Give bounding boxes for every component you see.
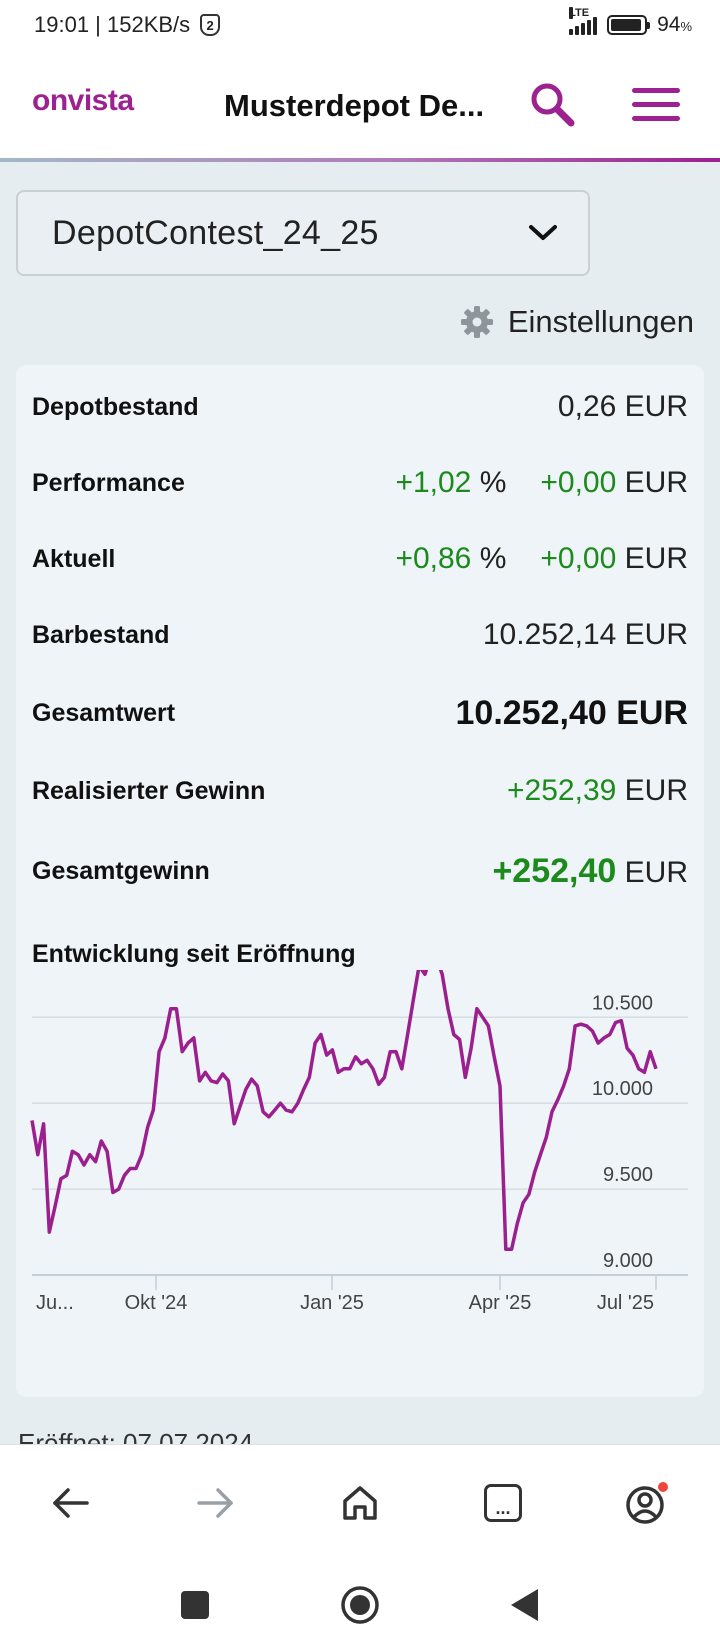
tabs-button[interactable]: ... <box>458 1445 548 1561</box>
depot-selected-value: DepotContest_24_25 <box>52 213 379 252</box>
profile-icon <box>626 1482 668 1524</box>
profile-button[interactable] <box>602 1445 692 1561</box>
search-button[interactable] <box>528 80 576 128</box>
y-tick-label: 10.500 <box>592 992 653 1014</box>
settings-link[interactable]: Einstellungen <box>460 304 694 340</box>
value-gesamtgewinn: +252,40 EUR <box>492 851 688 890</box>
row-depotbestand: Depotbestand 0,26 EUR <box>32 385 688 429</box>
system-back-button[interactable] <box>490 1570 560 1640</box>
y-tick-label: 9.500 <box>603 1164 653 1186</box>
row-performance: Performance +1,02 % +0,00 EUR <box>32 461 688 505</box>
value-aktuell: +0,86 % +0,00 EUR <box>395 542 688 575</box>
home-icon <box>343 1486 377 1520</box>
label-aktuell: Aktuell <box>32 544 116 573</box>
chart-title: Entwicklung seit Eröffnung <box>32 940 356 968</box>
battery-level: 94% <box>657 13 692 36</box>
value-depotbestand: 0,26 EUR <box>557 390 688 423</box>
forward-button[interactable] <box>170 1445 260 1561</box>
chevron-down-icon <box>529 225 557 240</box>
value-gesamtwert: 10.252,40 EUR <box>455 693 689 732</box>
home-button[interactable] <box>315 1445 405 1561</box>
system-home-button[interactable] <box>325 1570 395 1640</box>
battery-icon <box>607 15 651 35</box>
status-bar: 19:01 | 152KB/s 2 LTE 94% <box>0 0 720 50</box>
page-title: Musterdepot De... <box>224 88 485 123</box>
status-time-speed: 19:01 | 152KB/s <box>34 12 191 37</box>
x-tick-label: Jul '25 <box>597 1292 654 1314</box>
depot-dropdown[interactable]: DepotContest_24_25 <box>16 190 590 276</box>
system-home-icon <box>341 1586 379 1624</box>
forward-icon <box>197 1488 233 1518</box>
hamburger-menu-icon <box>632 88 680 121</box>
x-tick-label: Jan '25 <box>300 1292 364 1314</box>
row-aktuell: Aktuell +0,86 % +0,00 EUR <box>32 537 688 581</box>
recents-icon <box>181 1591 209 1619</box>
label-barbestand: Barbestand <box>32 620 170 649</box>
y-tick-label: 9.000 <box>603 1250 653 1272</box>
tabs-icon: ... <box>484 1484 522 1522</box>
label-gesamtwert: Gesamtwert <box>32 698 176 727</box>
y-tick-label: 10.000 <box>592 1078 653 1100</box>
app-header: onvista Musterdepot De... <box>0 50 720 162</box>
menu-button[interactable] <box>632 86 680 124</box>
x-tick-label: Okt '24 <box>125 1292 188 1314</box>
row-gesamtgewinn: Gesamtgewinn +252,40 EUR <box>32 849 688 893</box>
label-realisierter-gewinn: Realisierter Gewinn <box>32 776 266 805</box>
label-gesamtgewinn: Gesamtgewinn <box>32 856 210 885</box>
depot-summary-card: Depotbestand 0,26 EUR Performance +1,02 … <box>16 365 704 1397</box>
recents-button[interactable] <box>160 1570 230 1640</box>
search-icon <box>531 83 575 127</box>
system-nav-bar <box>0 1560 720 1650</box>
row-gesamtwert: Gesamtwert 10.252,40 EUR <box>32 691 688 735</box>
sim-slot-icon: 2 <box>200 14 221 36</box>
settings-label: Einstellungen <box>507 304 694 339</box>
performance-line <box>30 970 658 1251</box>
value-performance: +1,02 % +0,00 EUR <box>395 466 688 499</box>
x-tick-label: Ju... <box>36 1292 74 1314</box>
onvista-logo[interactable]: onvista <box>32 84 134 117</box>
back-icon <box>53 1488 89 1518</box>
label-depotbestand: Depotbestand <box>32 392 199 421</box>
row-realisierter-gewinn: Realisierter Gewinn +252,39 EUR <box>32 769 688 813</box>
row-barbestand: Barbestand 10.252,14 EUR <box>32 613 688 657</box>
system-back-icon <box>511 1589 538 1621</box>
value-realisierter-gewinn: +252,39 EUR <box>507 774 688 807</box>
x-tick-label: Apr '25 <box>469 1292 532 1314</box>
back-button[interactable] <box>26 1445 116 1561</box>
signal-icon: LTE <box>569 7 598 35</box>
gear-icon <box>460 306 493 338</box>
label-performance: Performance <box>32 468 185 497</box>
value-barbestand: 10.252,14 EUR <box>482 618 688 651</box>
browser-nav-bar: ... <box>0 1444 720 1560</box>
performance-chart[interactable]: 9.000 9.500 10.000 10.500 Ju... Okt '24 Jan '… <box>16 970 704 1350</box>
